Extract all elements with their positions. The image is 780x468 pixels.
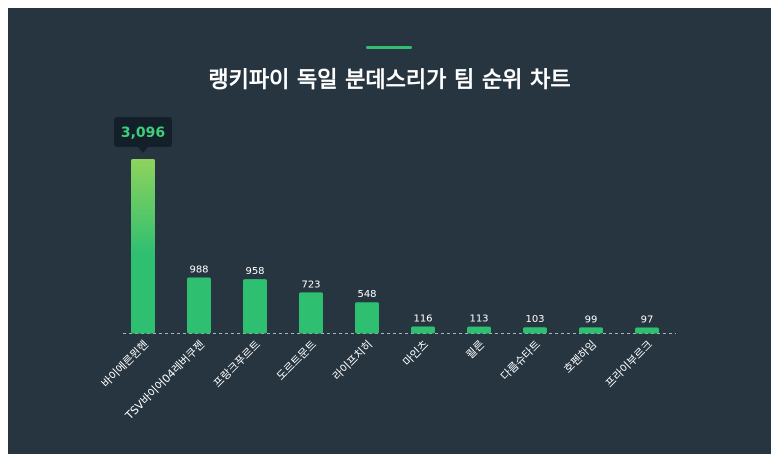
category-label: 호펜하임	[561, 337, 600, 376]
bar	[355, 302, 379, 334]
data-label: 958	[245, 266, 264, 277]
category-label: 라이프치히	[329, 337, 375, 383]
bar	[635, 327, 659, 334]
data-label: 103	[525, 314, 544, 325]
category-label: 프라이부르크	[603, 338, 655, 390]
bar	[243, 279, 267, 334]
chart-card: 랭키파이 독일 분데스리가 팀 순위 차트 3,096 바이에른뮌헨 988 TSV바…	[8, 8, 771, 454]
bar	[187, 277, 211, 334]
data-label: 723	[301, 279, 320, 290]
category-label: 쾰른	[464, 338, 488, 362]
category-label: 도르트문트	[274, 338, 319, 383]
bar	[579, 327, 603, 334]
data-label: 116	[413, 313, 432, 324]
category-label: 마인츠	[400, 338, 431, 369]
category-label: 프랑크푸르트	[211, 338, 263, 390]
data-label: 548	[357, 289, 376, 300]
category-label: 바이에른뮌헨	[99, 338, 151, 390]
data-label: 988	[189, 264, 208, 275]
tooltip-pointer	[138, 147, 148, 153]
bar-chart: 3,096바이에른뮌헨988TSV바이어04레버쿠젠958프랑크푸르트723도르…	[99, 117, 676, 423]
title-accent-line	[366, 46, 412, 49]
category-label: 다름슈타트	[498, 338, 543, 383]
bar	[467, 326, 491, 334]
bar	[411, 326, 435, 334]
highlight-value-label: 3,096	[121, 125, 165, 141]
data-label: 97	[641, 315, 654, 326]
bar	[131, 159, 155, 334]
highlight-tooltip	[114, 117, 172, 147]
data-label: 99	[585, 314, 598, 325]
bar	[523, 327, 547, 334]
data-label: 113	[469, 314, 488, 325]
bar	[299, 292, 323, 334]
chart-title: 랭키파이 독일 분데스리가 팀 순위 차트	[208, 68, 571, 93]
